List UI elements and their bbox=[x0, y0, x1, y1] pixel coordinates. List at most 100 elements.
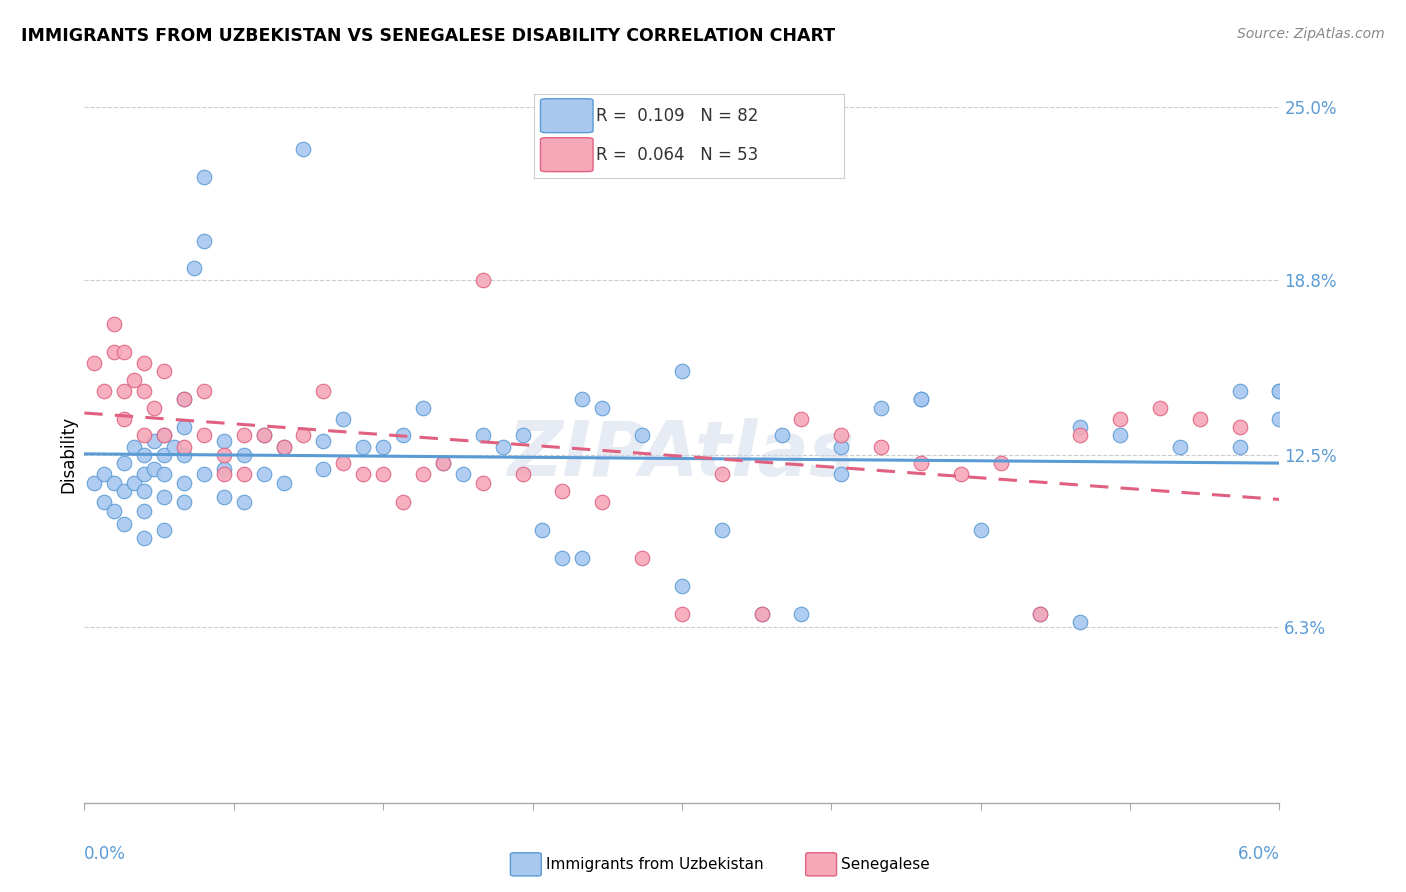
Point bbox=[132, 532, 156, 546]
Point bbox=[1188, 411, 1211, 425]
Point bbox=[122, 440, 145, 454]
Point bbox=[173, 495, 195, 509]
Point bbox=[1168, 440, 1191, 454]
Point bbox=[122, 475, 145, 490]
Point bbox=[103, 475, 125, 490]
Point bbox=[212, 490, 235, 504]
Point bbox=[253, 467, 276, 482]
Point bbox=[112, 411, 135, 425]
Point bbox=[591, 495, 613, 509]
Point bbox=[1268, 384, 1291, 398]
Point bbox=[173, 448, 195, 462]
Text: IMMIGRANTS FROM UZBEKISTAN VS SENEGALESE DISABILITY CORRELATION CHART: IMMIGRANTS FROM UZBEKISTAN VS SENEGALESE… bbox=[21, 27, 835, 45]
Point bbox=[949, 467, 972, 482]
Point bbox=[232, 495, 254, 509]
Point bbox=[451, 467, 474, 482]
Point bbox=[153, 448, 176, 462]
Point bbox=[173, 392, 195, 407]
Point bbox=[132, 428, 156, 442]
Point bbox=[93, 467, 115, 482]
Point bbox=[173, 420, 195, 434]
Point bbox=[432, 456, 454, 470]
Point bbox=[292, 428, 315, 442]
Point bbox=[710, 523, 733, 537]
Y-axis label: Disability: Disability bbox=[59, 417, 77, 493]
Point bbox=[412, 401, 434, 415]
Point bbox=[1268, 384, 1291, 398]
Point bbox=[830, 428, 852, 442]
Point bbox=[122, 373, 145, 387]
Point bbox=[551, 484, 574, 499]
Point bbox=[232, 448, 254, 462]
Point bbox=[132, 467, 156, 482]
Text: R =  0.109   N = 82: R = 0.109 N = 82 bbox=[596, 107, 758, 125]
Point bbox=[193, 467, 215, 482]
Point bbox=[163, 440, 186, 454]
Point bbox=[83, 356, 105, 370]
Point bbox=[273, 440, 295, 454]
Point bbox=[631, 550, 654, 565]
Point bbox=[143, 401, 166, 415]
Point bbox=[153, 364, 176, 378]
Point bbox=[770, 428, 793, 442]
Point bbox=[112, 456, 135, 470]
Point bbox=[212, 434, 235, 448]
Point bbox=[143, 434, 166, 448]
Point bbox=[173, 392, 195, 407]
Point bbox=[910, 392, 932, 407]
Point bbox=[93, 495, 115, 509]
Point bbox=[751, 607, 773, 621]
Text: Source: ZipAtlas.com: Source: ZipAtlas.com bbox=[1237, 27, 1385, 41]
Point bbox=[112, 484, 135, 499]
Point bbox=[173, 440, 195, 454]
Point bbox=[432, 456, 454, 470]
Point bbox=[371, 467, 394, 482]
Point bbox=[870, 401, 893, 415]
Point bbox=[471, 475, 494, 490]
Point bbox=[830, 467, 852, 482]
Point bbox=[103, 317, 125, 331]
Point bbox=[1109, 411, 1132, 425]
Point bbox=[830, 440, 852, 454]
Text: Senegalese: Senegalese bbox=[841, 857, 929, 871]
Point bbox=[153, 428, 176, 442]
Point bbox=[1029, 607, 1052, 621]
Point bbox=[232, 467, 254, 482]
Point bbox=[332, 411, 354, 425]
Point bbox=[103, 345, 125, 359]
Point bbox=[132, 484, 156, 499]
Point bbox=[193, 384, 215, 398]
Text: Immigrants from Uzbekistan: Immigrants from Uzbekistan bbox=[546, 857, 763, 871]
Point bbox=[212, 448, 235, 462]
Point bbox=[193, 234, 215, 248]
Point bbox=[312, 384, 335, 398]
Point bbox=[153, 490, 176, 504]
Point bbox=[83, 475, 105, 490]
Point bbox=[132, 448, 156, 462]
Point bbox=[512, 467, 534, 482]
Point bbox=[790, 607, 813, 621]
Point bbox=[232, 428, 254, 442]
Point bbox=[551, 550, 574, 565]
Point bbox=[392, 495, 415, 509]
Point bbox=[471, 428, 494, 442]
Point bbox=[990, 456, 1012, 470]
Point bbox=[253, 428, 276, 442]
Point bbox=[671, 579, 693, 593]
Point bbox=[1229, 420, 1251, 434]
Point bbox=[910, 456, 932, 470]
Point bbox=[1069, 420, 1091, 434]
Point bbox=[183, 261, 205, 276]
Point bbox=[531, 523, 554, 537]
Point bbox=[571, 550, 593, 565]
Point bbox=[671, 364, 693, 378]
Point bbox=[471, 272, 494, 286]
Point bbox=[153, 523, 176, 537]
Point bbox=[392, 428, 415, 442]
Point bbox=[112, 345, 135, 359]
Text: 0.0%: 0.0% bbox=[84, 845, 127, 863]
Point bbox=[352, 467, 374, 482]
Point bbox=[512, 428, 534, 442]
Point bbox=[492, 440, 515, 454]
Point bbox=[132, 356, 156, 370]
